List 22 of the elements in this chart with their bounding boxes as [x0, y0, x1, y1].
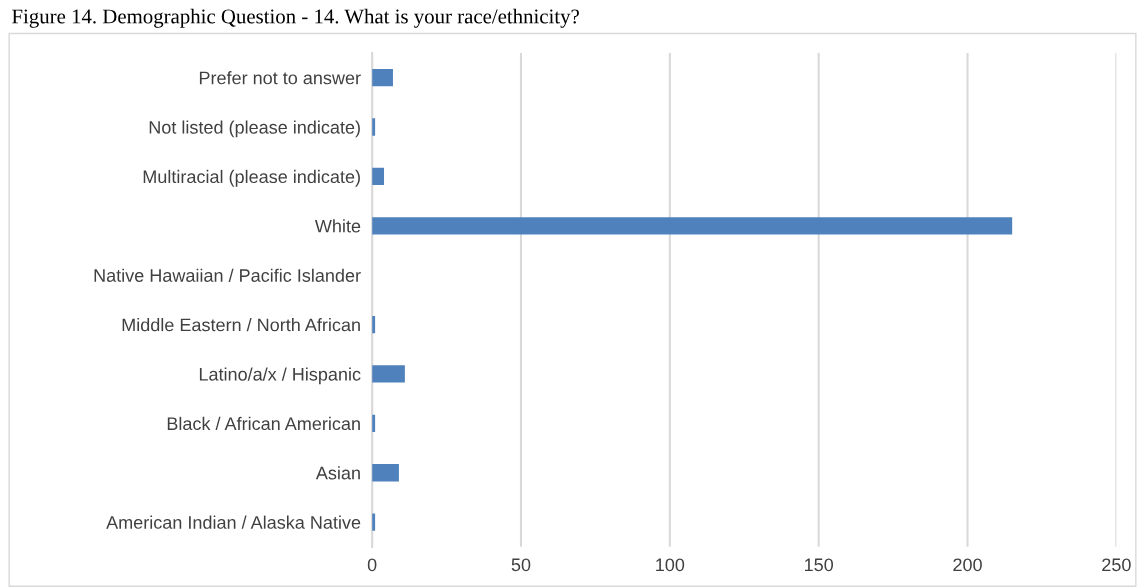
- x-tick-label: 200: [953, 558, 982, 572]
- y-tick-label: Asian: [315, 466, 360, 480]
- y-tick-label: Not listed (please indicate): [149, 120, 360, 138]
- y-tick-label: Prefer not to answer: [199, 71, 361, 85]
- y-tick-label: Native Hawaiian / Pacific Islander: [94, 268, 361, 282]
- x-tick-label: 150: [804, 558, 834, 572]
- bar: [372, 217, 1013, 235]
- bar: [372, 167, 385, 186]
- x-tick-label: 100: [656, 558, 685, 572]
- y-tick-label: Latino/a/x / Hispanic: [199, 367, 361, 385]
- bar: [372, 365, 405, 383]
- x-tick-label: 0: [367, 558, 377, 572]
- x-tick-label: 250: [1102, 558, 1131, 572]
- chart-title: Figure 14. Demographic Question - 14. What is your race/ethnicity?: [12, 8, 579, 28]
- bar: [372, 464, 399, 482]
- y-tick-label: Middle Eastern / North African: [122, 318, 360, 332]
- y-tick-label: Black / African American: [167, 416, 360, 431]
- bar: [372, 68, 393, 87]
- y-tick-label: American Indian / Alaska Native: [106, 515, 361, 529]
- y-tick-label: Multiracial (please indicate): [143, 169, 360, 187]
- x-tick-label: 50: [511, 558, 531, 572]
- y-tick-label: White: [314, 219, 361, 233]
